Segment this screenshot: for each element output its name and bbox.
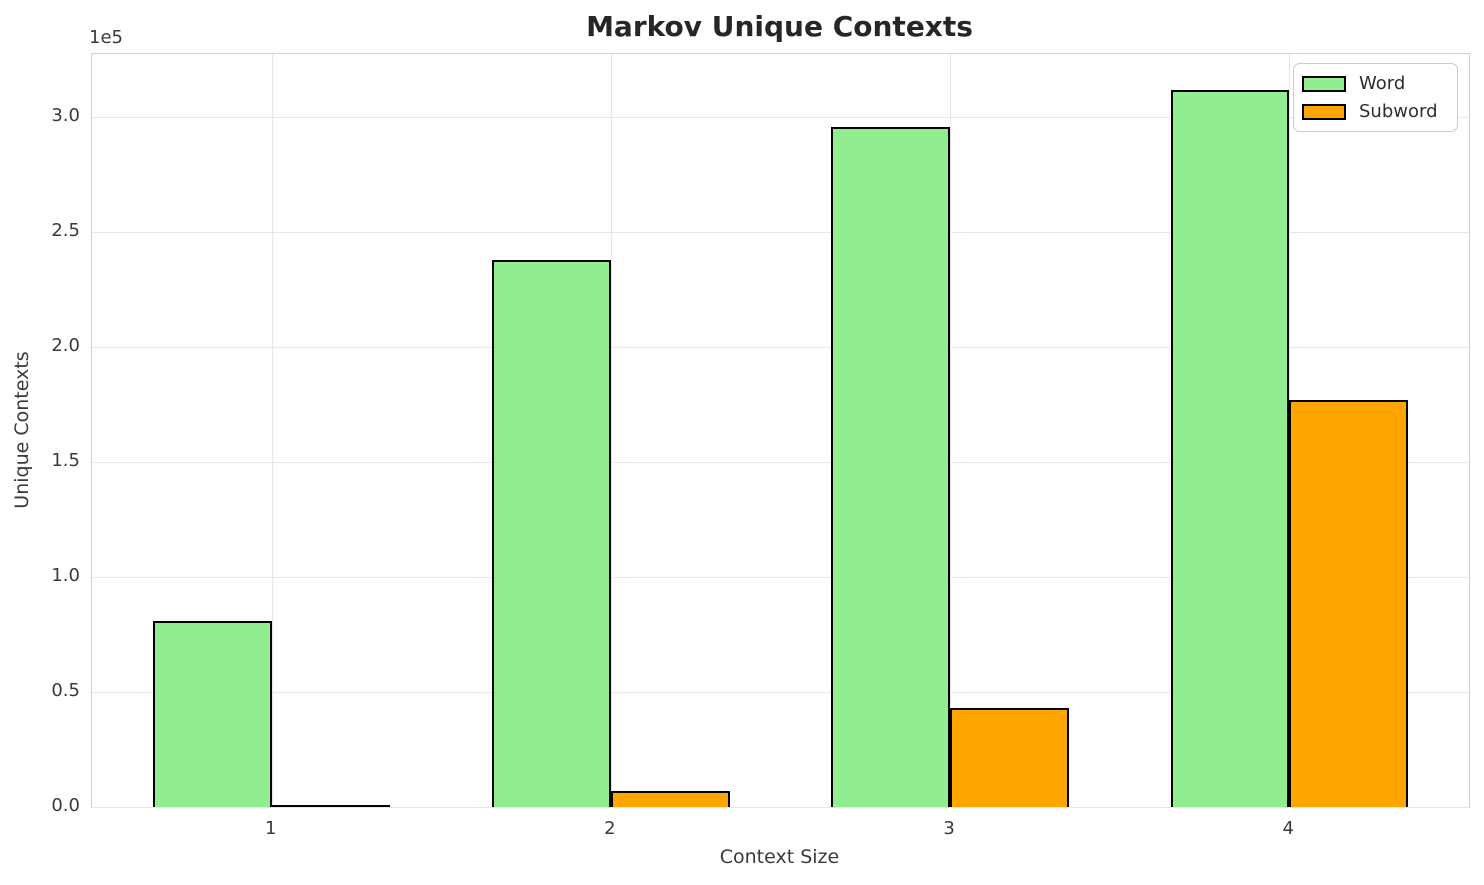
x-axis-label: Context Size (719, 846, 840, 868)
plot-area (91, 53, 1470, 808)
bar-word-3 (831, 126, 951, 807)
legend-label-subword: Subword (1359, 101, 1438, 122)
y-tick-label: 2.5 (51, 220, 80, 242)
v-gridline (950, 54, 952, 807)
h-gridline (92, 462, 1469, 464)
legend-swatch-subword (1302, 103, 1346, 120)
y-tick-label: 1.5 (51, 450, 80, 472)
y-tick-label: 0.0 (51, 795, 80, 816)
x-tick-label: 2 (604, 818, 616, 839)
y-tick-label: 1.0 (51, 565, 80, 587)
x-tick-label: 1 (265, 818, 277, 839)
y-tick-label: 0.5 (51, 680, 80, 702)
y-axis-offset-label: 1e5 (89, 27, 123, 48)
y-tick-label: 3.0 (51, 105, 80, 127)
v-gridline (271, 54, 273, 807)
h-gridline (92, 577, 1469, 579)
bar-subword-2 (610, 790, 730, 807)
h-gridline (92, 117, 1469, 119)
h-gridline (92, 232, 1469, 234)
v-gridline (610, 54, 612, 807)
legend-label-word: Word (1359, 73, 1406, 94)
bar-subword-4 (1289, 400, 1408, 807)
h-gridline (92, 347, 1469, 349)
bar-word-1 (153, 620, 272, 807)
y-tick-label: 2.0 (51, 335, 80, 357)
bar-word-2 (492, 259, 611, 807)
legend-item-word: Word (1302, 73, 1447, 94)
legend-item-subword: Subword (1302, 101, 1447, 122)
legend: Word Subword (1293, 63, 1458, 132)
bar-subword-3 (950, 708, 1069, 807)
legend-swatch-word (1302, 75, 1346, 92)
h-gridline (92, 692, 1469, 694)
chart-title: Markov Unique Contexts (586, 10, 973, 43)
x-tick-label: 4 (1282, 818, 1294, 839)
y-axis-label: Unique Contexts (11, 351, 33, 509)
h-gridline (92, 807, 1469, 808)
x-tick-label: 3 (943, 818, 955, 839)
bar-subword-1 (271, 804, 391, 807)
bar-word-4 (1170, 89, 1290, 807)
